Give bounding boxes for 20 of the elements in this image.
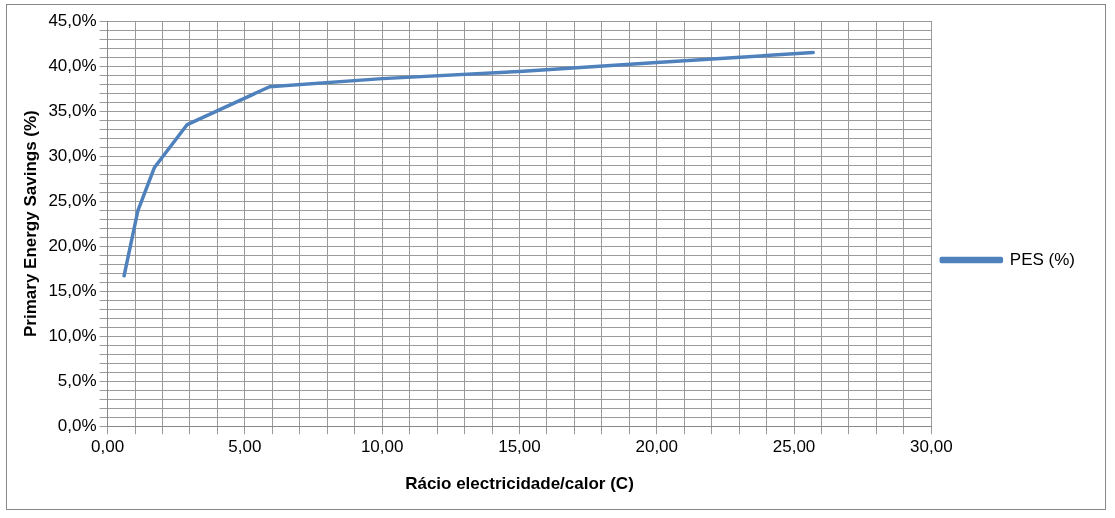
x-tick-label: 5,00 <box>228 437 262 457</box>
y-tick-label: 20,0% <box>48 235 97 255</box>
y-tick-label: 15,0% <box>48 280 97 300</box>
x-tick-label: 20,00 <box>635 437 679 457</box>
x-tick-label: 10,00 <box>360 437 404 457</box>
y-tick-label: 0,0% <box>57 415 97 435</box>
y-tick-label: 45,0% <box>48 10 97 30</box>
y-tick-label: 25,0% <box>48 190 97 210</box>
y-tick-label: 35,0% <box>48 100 97 120</box>
y-tick-label: 10,0% <box>48 325 97 345</box>
x-axis-title: Rácio electricidade/calor (C) <box>405 474 634 494</box>
y-tick-label: 30,0% <box>48 145 97 165</box>
y-axis-title: Primary Energy Savings (%) <box>20 110 40 337</box>
y-tick-label: 5,0% <box>57 370 97 390</box>
x-tick-label: 0,00 <box>91 437 125 457</box>
y-tick-label: 40,0% <box>48 55 97 75</box>
x-tick-label: 30,00 <box>910 437 953 457</box>
x-tick-label: 25,00 <box>772 437 816 457</box>
legend-label: PES (%) <box>1009 249 1076 269</box>
x-tick-label: 15,00 <box>498 437 541 457</box>
